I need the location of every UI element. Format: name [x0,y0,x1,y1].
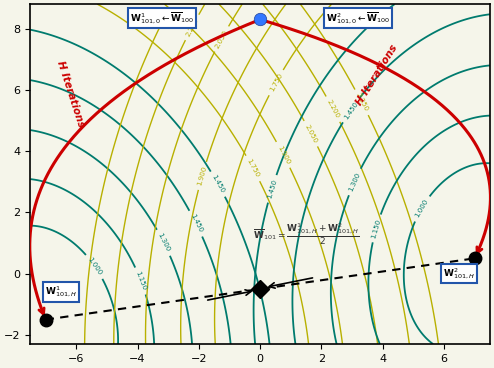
Text: $\mathbf{W}^1_{101,0} \leftarrow \overline{\mathbf{W}}_{100}$: $\mathbf{W}^1_{101,0} \leftarrow \overli… [130,10,194,26]
Text: 1.450: 1.450 [343,100,359,120]
Text: H Iterations: H Iterations [354,43,399,107]
Text: 1.750: 1.750 [268,72,284,93]
Text: 1.900: 1.900 [197,165,208,187]
Text: 2.200: 2.200 [185,17,199,38]
Text: 2.350: 2.350 [355,92,369,113]
Text: 2.050: 2.050 [304,123,318,144]
Text: 2.350: 2.350 [158,6,173,26]
Text: 1.900: 1.900 [276,144,290,165]
Text: $\mathbf{W}^2_{101,H}$: $\mathbf{W}^2_{101,H}$ [443,266,475,281]
Text: $\mathbf{W}^1_{101,H}$: $\mathbf{W}^1_{101,H}$ [45,285,77,300]
Text: 1.450: 1.450 [266,178,278,199]
Text: 2.050: 2.050 [214,29,229,49]
Text: $\mathbf{W}^2_{101,0} \leftarrow \overline{\mathbf{W}}_{100}$: $\mathbf{W}^2_{101,0} \leftarrow \overli… [326,10,390,26]
Text: 1.300: 1.300 [348,171,361,192]
Text: 2.200: 2.200 [326,99,340,119]
Text: 1.000: 1.000 [414,198,429,219]
Text: 1.150: 1.150 [370,218,382,239]
Text: 1.300: 1.300 [157,232,171,253]
Text: 1.150: 1.150 [134,270,147,291]
Text: 1.000: 1.000 [86,256,103,276]
Text: 1.750: 1.750 [246,158,260,178]
Text: H Iterations: H Iterations [55,60,85,129]
Text: $\overline{\mathbf{W}}_{101} = \dfrac{\mathbf{W}^1_{101,H} + \mathbf{W}^2_{101,H: $\overline{\mathbf{W}}_{101} = \dfrac{\m… [252,221,360,247]
Text: 1.450: 1.450 [189,213,203,234]
Text: 1.450: 1.450 [210,174,226,194]
